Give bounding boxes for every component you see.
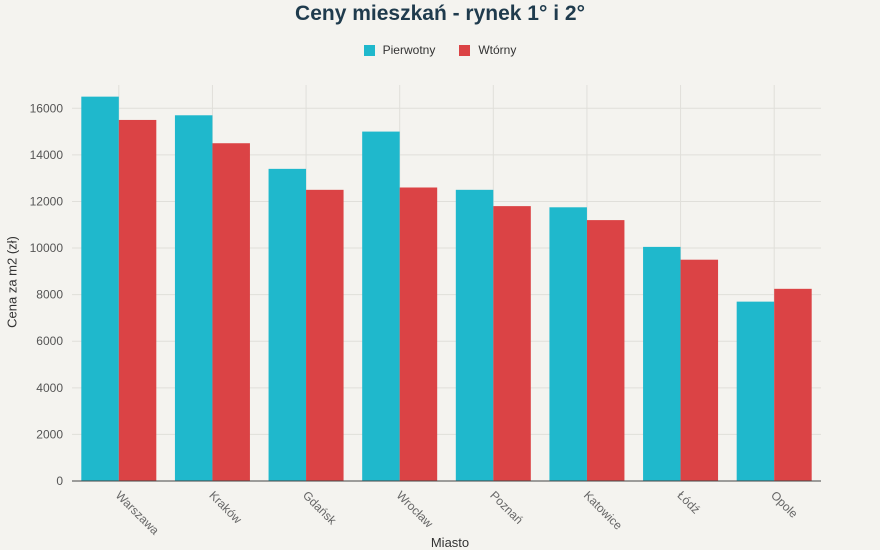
bar-pierwotny-7[interactable] <box>736 301 775 481</box>
bar-wtrny-2[interactable] <box>306 189 344 481</box>
bar-wtrny-3[interactable] <box>399 187 438 481</box>
x-tick-label: Kraków <box>206 488 244 526</box>
bar-pierwotny-0[interactable] <box>81 96 119 481</box>
x-tick-label: Gdańsk <box>300 488 340 528</box>
bar-wtrny-6[interactable] <box>680 259 719 481</box>
x-tick-label: Poznań <box>487 488 526 527</box>
y-tick-label: 4000 <box>36 381 63 395</box>
bar-wtrny-0[interactable] <box>118 119 157 482</box>
legend-item-wtorny[interactable]: Wtórny <box>459 43 516 57</box>
legend-label-pierwotny: Pierwotny <box>382 43 436 57</box>
x-tick-label: Wrocław <box>394 488 437 531</box>
y-tick-label: 6000 <box>36 334 63 348</box>
bar-pierwotny-2[interactable] <box>268 168 307 481</box>
y-tick-label: 0 <box>56 474 63 488</box>
x-tick-label: Katowice <box>581 488 626 533</box>
x-tick-label: Łódź <box>674 488 702 516</box>
bar-pierwotny-5[interactable] <box>549 207 587 481</box>
bar-pierwotny-4[interactable] <box>455 189 494 481</box>
bar-pierwotny-6[interactable] <box>643 246 681 481</box>
y-tick-label: 14000 <box>30 148 64 162</box>
bar-wtrny-7[interactable] <box>774 288 812 481</box>
y-tick-label: 12000 <box>30 194 64 208</box>
legend-swatch-pierwotny <box>363 44 375 56</box>
bar-wtrny-5[interactable] <box>586 220 625 481</box>
legend-swatch-wtorny <box>459 44 471 56</box>
x-tick-label: Opole <box>768 488 801 521</box>
legend-item-pierwotny[interactable]: Pierwotny <box>363 43 436 57</box>
bar-wtrny-4[interactable] <box>493 206 531 482</box>
legend: Pierwotny Wtórny <box>0 43 880 57</box>
y-tick-label: 2000 <box>36 427 63 441</box>
bar-pierwotny-1[interactable] <box>174 115 213 482</box>
y-tick-label: 10000 <box>30 241 64 255</box>
chart-title: Ceny mieszkań - rynek 1° i 2° <box>295 2 585 25</box>
y-tick-label: 8000 <box>36 288 63 302</box>
x-tick-label: Warszawa <box>113 488 162 537</box>
bar-wtrny-1[interactable] <box>212 143 250 481</box>
y-tick-label: 16000 <box>30 101 64 115</box>
legend-label-wtorny: Wtórny <box>478 43 517 57</box>
bar-pierwotny-3[interactable] <box>362 131 400 481</box>
